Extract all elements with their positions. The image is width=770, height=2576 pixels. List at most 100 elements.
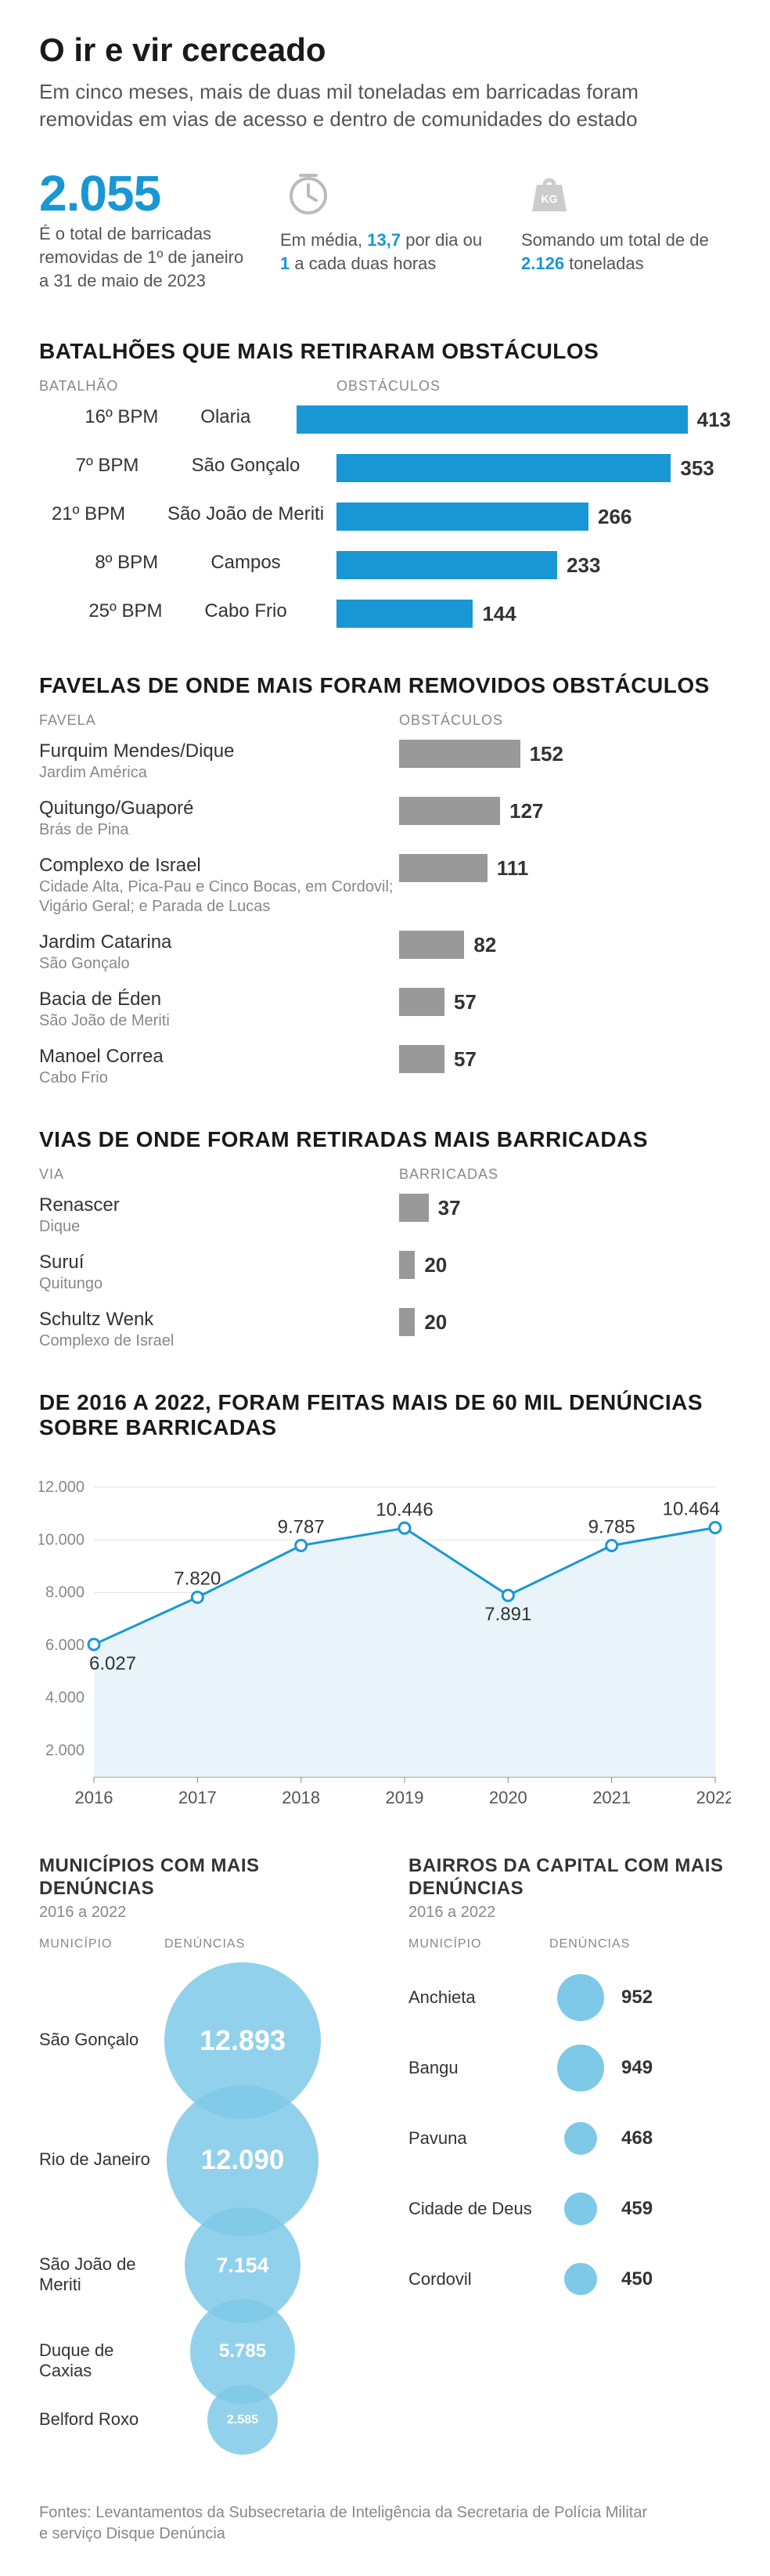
municipios-col: MUNICÍPIOS COM MAIS DENÚNCIAS 2016 a 202…	[39, 1855, 362, 2463]
bar-track: 111	[399, 854, 731, 882]
municipios-title: MUNICÍPIOS COM MAIS DENÚNCIAS	[39, 1855, 362, 1900]
col-header-favela: FAVELA	[39, 712, 399, 729]
stat-weight: KG Somando um total de de 2.126 tonelada…	[521, 164, 731, 275]
bubble-cell	[549, 1974, 612, 2021]
bubble-label: Duque de Caxias	[39, 2340, 157, 2381]
bubble	[557, 2045, 604, 2091]
bar-label: 25º BPM Cabo Frio	[39, 600, 336, 623]
stats-row: 2.055 É o total de barricadas removidas …	[39, 164, 731, 292]
section-title-batalhoes: BATALHÕES QUE MAIS RETIRARAM OBSTÁCULOS	[39, 339, 731, 364]
bar-value: 266	[598, 505, 631, 529]
stat-weight-text: Somando um total de de 2.126 toneladas	[521, 229, 731, 275]
bar-track: 266	[336, 503, 731, 531]
bar-code: 25º BPM	[88, 600, 182, 623]
bar-sub: Cabo Frio	[39, 1068, 399, 1088]
bar-value: 413	[697, 408, 731, 432]
bubble-value: 2.585	[227, 2412, 258, 2427]
bar-code: 7º BPM	[76, 454, 170, 477]
bar-track: 82	[399, 931, 731, 959]
bubble-value: 949	[621, 2057, 653, 2079]
page-title: O ir e vir cerceado	[39, 31, 731, 69]
two-column-section: MUNICÍPIOS COM MAIS DENÚNCIAS 2016 a 202…	[39, 1855, 731, 2463]
bubble-value: 12.893	[200, 2024, 286, 2057]
bar-value: 353	[680, 456, 714, 481]
bar-value: 20	[424, 1253, 447, 1277]
col-header-batalhao: BATALHÃO	[39, 378, 336, 395]
bar-name: Schultz Wenk	[39, 1308, 399, 1331]
section-title-vias: VIAS DE ONDE FORAM RETIRADAS MAIS BARRIC…	[39, 1127, 731, 1152]
bubble-label: Belford Roxo	[39, 2409, 157, 2430]
bar-fill	[399, 797, 500, 825]
bubble	[557, 1974, 604, 2021]
bar-label: SuruíQuitungo	[39, 1251, 399, 1294]
svg-text:6.027: 6.027	[89, 1653, 136, 1674]
bar-row: 8º BPM Campos 233	[39, 551, 731, 585]
bar-name: Campos	[210, 551, 280, 575]
svg-text:10.446: 10.446	[376, 1500, 433, 1521]
bar-fill	[399, 740, 520, 768]
svg-text:7.820: 7.820	[174, 1569, 221, 1590]
municipios-period: 2016 a 2022	[39, 1904, 362, 1922]
bubble-cell	[549, 2122, 612, 2155]
bar-row: Schultz WenkComplexo de Israel20	[39, 1308, 731, 1351]
stat-average: Em média, 13,7 por dia ou 1 a cada duas …	[280, 164, 490, 275]
bar-track: 152	[399, 740, 731, 768]
bar-label: RenascerDique	[39, 1194, 399, 1237]
bar-sub: São João de Meriti	[39, 1011, 399, 1031]
bar-row: SuruíQuitungo 20	[39, 1251, 731, 1294]
col-header-obstaculos: OBSTÁCULOS	[399, 712, 503, 729]
bubble-value: 459	[621, 2198, 653, 2220]
bairros-headers: MUNICÍPIO DENÚNCIAS	[408, 1937, 731, 1951]
svg-text:9.785: 9.785	[588, 1517, 635, 1538]
bar-sub: Jardim América	[39, 763, 399, 783]
svg-text:2019: 2019	[386, 1788, 424, 1807]
bar-row: Manoel CorreaCabo Frio57	[39, 1045, 731, 1088]
bar-fill	[399, 1045, 444, 1073]
bar-code: 8º BPM	[95, 551, 189, 575]
bar-row: Jardim CatarinaSão Gonçalo82	[39, 931, 731, 974]
bar-label: Bacia de ÉdenSão João de Meriti	[39, 988, 399, 1031]
bar-fill	[399, 931, 464, 959]
bar-name: Cabo Frio	[204, 600, 286, 623]
bubble-row: Cidade de Deus459	[408, 2174, 731, 2244]
svg-text:2020: 2020	[489, 1788, 527, 1807]
bar-name: Jardim Catarina	[39, 931, 399, 954]
municipios-bubbles: São Gonçalo12.893Rio de Janeiro12.090São…	[39, 1962, 362, 2463]
bar-label: Schultz WenkComplexo de Israel	[39, 1308, 399, 1351]
bubble-value: 468	[621, 2127, 653, 2149]
bar-fill	[399, 988, 444, 1016]
bar-row: Quitungo/GuaporéBrás de Pina127	[39, 797, 731, 840]
bubble-row: Cordovil450	[408, 2244, 731, 2315]
bar-name: Complexo de Israel	[39, 854, 399, 877]
bar-fill	[399, 854, 488, 882]
col-header-barricadas: BARRICADAS	[399, 1166, 498, 1183]
bar-track: 20	[399, 1251, 731, 1279]
bar-fill	[336, 600, 473, 628]
svg-text:9.787: 9.787	[278, 1517, 325, 1538]
bubble-row: Pavuna468	[408, 2103, 731, 2174]
bar-value: 37	[438, 1196, 461, 1220]
stat-big-text: É o total de barricadas removidas de 1º …	[39, 222, 249, 292]
bar-value: 233	[567, 553, 600, 578]
stat-avg-text: Em média, 13,7 por dia ou 1 a cada duas …	[280, 229, 490, 275]
bar-track: 20	[399, 1308, 731, 1336]
bar-fill	[399, 1194, 429, 1222]
bubble-value: 7.154	[216, 2254, 268, 2278]
bairros-col: BAIRROS DA CAPITAL COM MAIS DENÚNCIAS 20…	[408, 1855, 731, 2463]
bubble-value: 952	[621, 1987, 653, 2009]
section-title-favelas: FAVELAS DE ONDE MAIS FORAM REMOVIDOS OBS…	[39, 673, 731, 698]
bar-label: Manoel CorreaCabo Frio	[39, 1045, 399, 1088]
batalhoes-bars: 16º BPMOlaria4137º BPMSão Gonçalo35321º …	[39, 405, 731, 634]
svg-text:8.000: 8.000	[45, 1584, 85, 1601]
bar-name: São João de Meriti	[167, 503, 324, 526]
col-header-via: VIA	[39, 1166, 399, 1183]
bar-label: Quitungo/GuaporéBrás de Pina	[39, 797, 399, 840]
bar-value: 57	[454, 990, 477, 1014]
bar-label: 16º BPMOlaria	[39, 405, 297, 429]
svg-text:12.000: 12.000	[39, 1479, 85, 1496]
svg-text:2022: 2022	[696, 1788, 731, 1807]
bar-row: Bacia de ÉdenSão João de Meriti 57	[39, 988, 731, 1031]
bubble	[564, 2192, 597, 2225]
col-header-obstaculos: OBSTÁCULOS	[336, 378, 441, 395]
bar-track: 144	[336, 600, 731, 628]
